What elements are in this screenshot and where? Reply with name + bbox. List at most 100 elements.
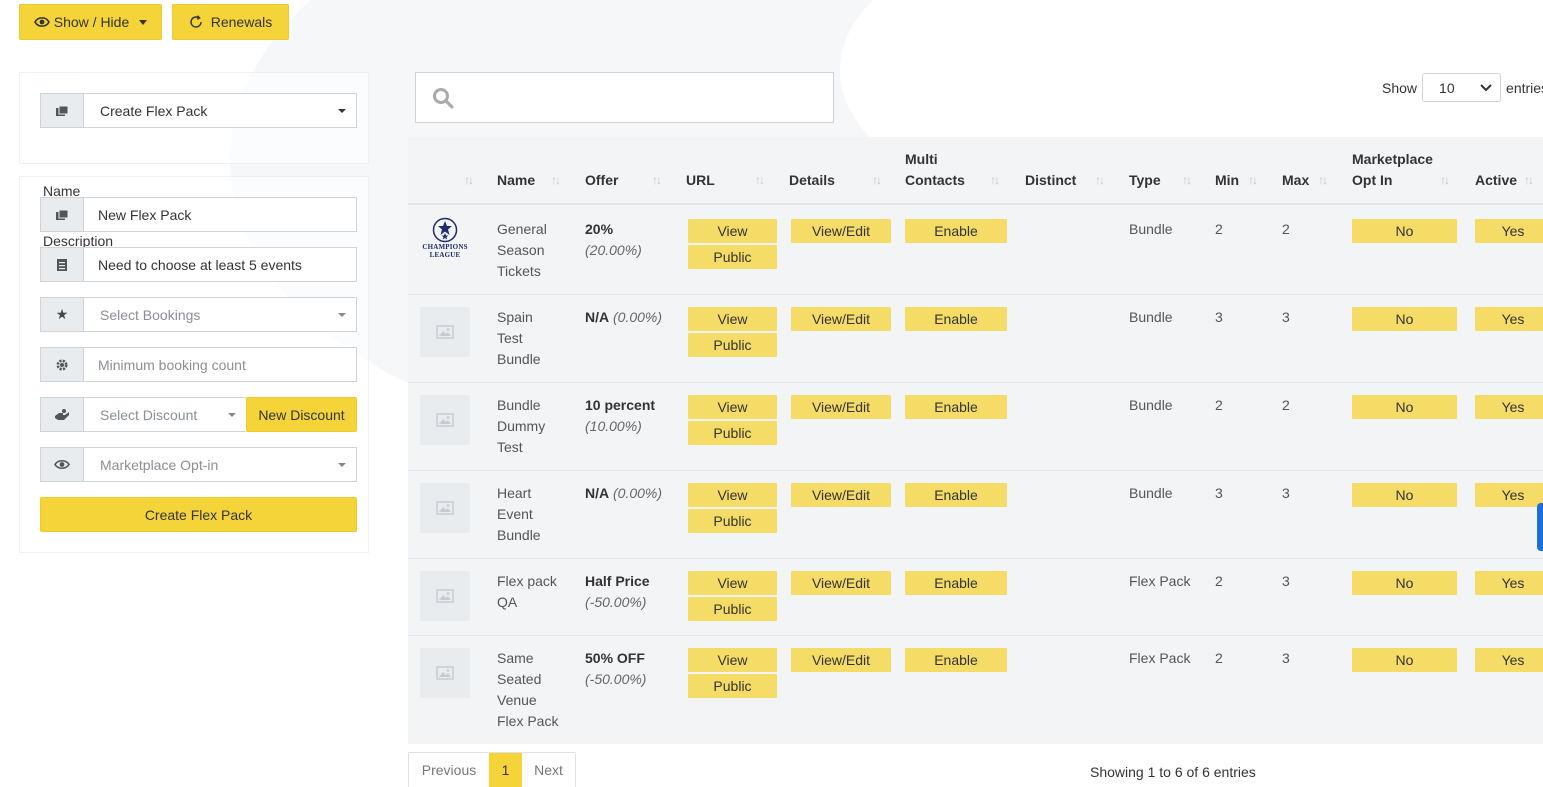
sort-icon[interactable]: ↑↓: [1318, 173, 1328, 187]
previous-button[interactable]: Previous: [409, 753, 489, 787]
sort-icon[interactable]: ↑↓: [1182, 173, 1192, 187]
active-toggle[interactable]: Yes: [1475, 307, 1543, 331]
sort-icon[interactable]: ↑↓: [551, 173, 561, 187]
min-count-input[interactable]: Minimum booking count: [83, 347, 357, 382]
col-distinct[interactable]: Distinct: [1025, 172, 1077, 188]
pack-select[interactable]: Create Flex Pack: [83, 93, 357, 128]
marketplace-toggle[interactable]: No: [1352, 219, 1457, 243]
marketplace-toggle[interactable]: No: [1352, 483, 1457, 507]
col-marketplace[interactable]: Marketplace Opt In: [1352, 149, 1433, 191]
page-size-select[interactable]: 10: [1422, 73, 1502, 102]
view-button[interactable]: View: [688, 648, 777, 672]
renewals-button[interactable]: Renewals: [172, 4, 289, 40]
pack-select-group[interactable]: Create Flex Pack: [40, 93, 357, 128]
show-hide-button[interactable]: Show / Hide: [19, 4, 162, 40]
max-cell: 2: [1282, 397, 1290, 413]
sort-icon[interactable]: ↑↓: [990, 173, 1000, 187]
page-1-button[interactable]: 1: [489, 753, 522, 787]
marketplace-toggle[interactable]: No: [1352, 648, 1457, 672]
view-button[interactable]: View: [688, 571, 777, 595]
next-button[interactable]: Next: [522, 753, 575, 787]
name-field[interactable]: New Flex Pack: [83, 197, 357, 232]
col-multi-contacts[interactable]: Multi Contacts: [905, 149, 965, 191]
min-count-group[interactable]: Minimum booking count: [40, 347, 357, 382]
public-button[interactable]: Public: [688, 421, 777, 445]
discount-group[interactable]: Select Discount New Discount: [40, 397, 357, 432]
create-flex-pack-button[interactable]: Create Flex Pack: [40, 497, 357, 532]
active-toggle[interactable]: Yes: [1475, 571, 1543, 595]
enable-button[interactable]: Enable: [905, 395, 1007, 419]
view-button[interactable]: View: [688, 307, 777, 331]
pagination: Previous 1 Next: [408, 752, 576, 787]
sort-icon[interactable]: ↑↓: [652, 173, 662, 187]
sort-icon[interactable]: ↑↓: [464, 173, 474, 187]
offer-percent: (20.00%): [585, 242, 642, 258]
active-toggle[interactable]: Yes: [1475, 648, 1543, 672]
enable-button[interactable]: Enable: [905, 648, 1007, 672]
sort-icon[interactable]: ↑↓: [872, 173, 882, 187]
side-tab[interactable]: [1537, 503, 1543, 551]
logo-line2: LEAGUE: [429, 251, 461, 259]
sort-icon[interactable]: ↑↓: [1095, 173, 1105, 187]
view-edit-button[interactable]: View/Edit: [791, 571, 891, 595]
col-active[interactable]: Active: [1475, 172, 1518, 188]
sort-icon[interactable]: ↑↓: [1524, 173, 1534, 187]
active-toggle[interactable]: Yes: [1475, 483, 1543, 507]
enable-button[interactable]: Enable: [905, 571, 1007, 595]
bookings-select[interactable]: Select Bookings: [83, 297, 357, 332]
col-min[interactable]: Min: [1215, 172, 1240, 188]
bookings-group[interactable]: ★ Select Bookings: [40, 297, 357, 332]
col-offer[interactable]: Offer: [585, 172, 619, 188]
marketplace-toggle[interactable]: No: [1352, 395, 1457, 419]
view-edit-button[interactable]: View/Edit: [791, 483, 891, 507]
description-field[interactable]: Need to choose at least 5 events: [83, 247, 357, 282]
table-row: CHAMPIONS LEAGUE General Season Tickets 20%…: [408, 207, 1543, 295]
col-name[interactable]: Name: [497, 172, 536, 188]
name-line: Test: [497, 439, 523, 455]
marketplace-toggle[interactable]: No: [1352, 307, 1457, 331]
min-cell: 2: [1215, 650, 1223, 666]
public-button[interactable]: Public: [688, 674, 777, 698]
name-line: Flex pack: [497, 573, 557, 589]
public-button[interactable]: Public: [688, 333, 777, 357]
offer-cell: 10 percent (10.00%): [585, 395, 655, 437]
public-button[interactable]: Public: [688, 509, 777, 533]
sort-icon[interactable]: ↑↓: [1248, 173, 1258, 187]
min-cell: 2: [1215, 221, 1223, 237]
col-max[interactable]: Max: [1282, 172, 1310, 188]
sort-icon[interactable]: ↑↓: [755, 173, 765, 187]
new-discount-button[interactable]: New Discount: [246, 397, 357, 432]
col-url[interactable]: URL: [686, 172, 715, 188]
view-edit-button[interactable]: View/Edit: [791, 395, 891, 419]
min-cell: 3: [1215, 485, 1223, 501]
view-edit-button[interactable]: View/Edit: [791, 307, 891, 331]
enable-button[interactable]: Enable: [905, 307, 1007, 331]
name-line: Dummy: [497, 418, 546, 434]
active-toggle[interactable]: Yes: [1475, 219, 1543, 243]
search-input[interactable]: [415, 72, 834, 123]
public-button[interactable]: Public: [688, 597, 777, 621]
description-group[interactable]: Need to choose at least 5 events: [40, 247, 357, 282]
active-toggle[interactable]: Yes: [1475, 395, 1543, 419]
col-details[interactable]: Details: [789, 172, 835, 188]
enable-button[interactable]: Enable: [905, 483, 1007, 507]
col-type[interactable]: Type: [1129, 172, 1161, 188]
view-button[interactable]: View: [688, 395, 777, 419]
sort-icon[interactable]: ↑↓: [1440, 173, 1450, 187]
view-edit-button[interactable]: View/Edit: [791, 219, 891, 243]
table-row: Spain Test Bundle N/A (0.00%) View Public …: [408, 295, 1543, 383]
view-button[interactable]: View: [688, 483, 777, 507]
offer-percent: (0.00%): [613, 485, 663, 501]
discount-select[interactable]: Select Discount: [83, 397, 246, 432]
offer-cell: 20% (20.00%): [585, 219, 642, 261]
enable-button[interactable]: Enable: [905, 219, 1007, 243]
marketplace-select[interactable]: Marketplace Opt-in: [83, 447, 357, 482]
view-button[interactable]: View: [688, 219, 777, 243]
marketplace-toggle[interactable]: No: [1352, 571, 1457, 595]
view-edit-button[interactable]: View/Edit: [791, 648, 891, 672]
marketplace-group[interactable]: Marketplace Opt-in: [40, 447, 357, 482]
page-size-control: Show 10 entries: [1382, 73, 1543, 102]
public-button[interactable]: Public: [688, 245, 777, 269]
offer-percent: (-50.00%): [585, 671, 647, 687]
name-group[interactable]: New Flex Pack: [40, 197, 357, 232]
